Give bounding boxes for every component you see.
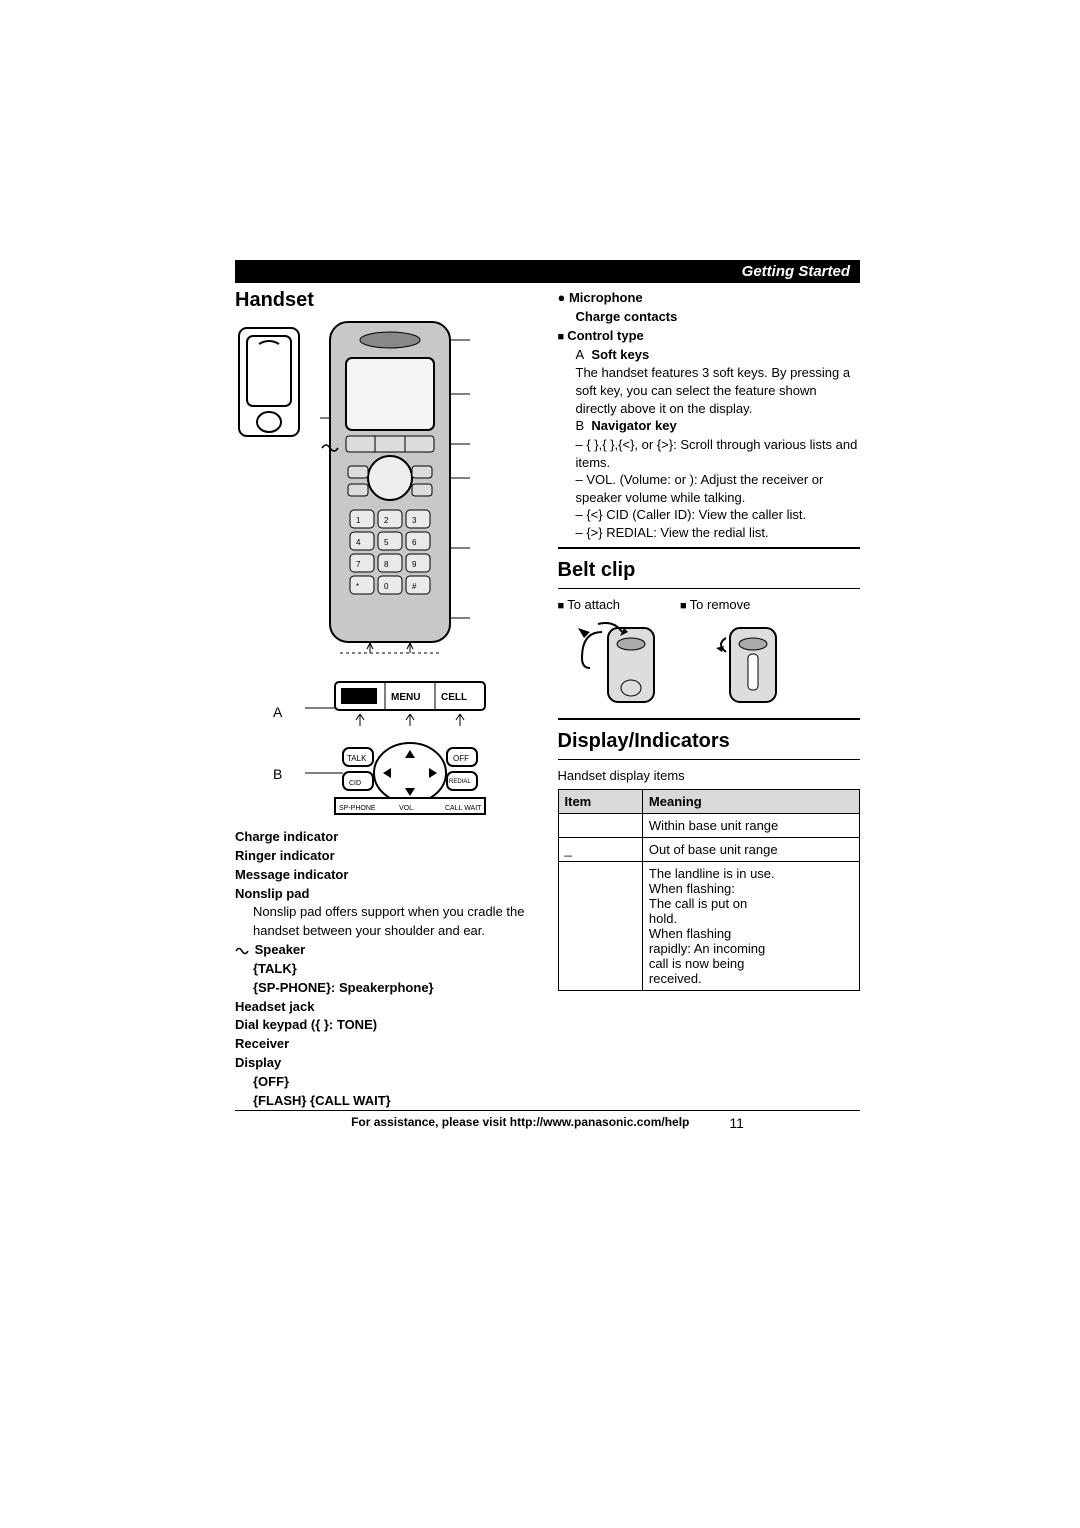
cell-item bbox=[558, 814, 642, 838]
svg-text:2: 2 bbox=[384, 516, 389, 525]
label-a: A bbox=[273, 704, 282, 720]
svg-text:5: 5 bbox=[384, 538, 389, 547]
item-speaker: Speaker bbox=[235, 941, 538, 960]
cell-item: _ bbox=[558, 838, 642, 862]
toremove-label: To remove bbox=[680, 597, 750, 612]
item-ringer: Ringer indicator bbox=[235, 847, 538, 866]
item-nonslip-desc: Nonslip pad offers support when you crad… bbox=[235, 903, 538, 941]
item-navkey: B Navigator key bbox=[558, 417, 861, 436]
svg-text:REDIAL: REDIAL bbox=[449, 779, 471, 785]
item-chargecontacts: Charge contacts bbox=[558, 308, 861, 327]
nav-scroll: { },{ },{<}, or {>}: Scroll through vari… bbox=[558, 436, 861, 471]
svg-text:0: 0 bbox=[384, 582, 389, 591]
item-flash: {FLASH} {CALL WAIT} bbox=[235, 1092, 538, 1111]
beltclip-figure bbox=[558, 618, 861, 708]
cell-item bbox=[558, 862, 642, 991]
nav-vol: VOL. (Volume: or ): Adjust the receiver … bbox=[558, 471, 861, 506]
svg-text:4: 4 bbox=[356, 538, 361, 547]
item-off: {OFF} bbox=[235, 1073, 538, 1092]
cell-meaning: Out of base unit range bbox=[642, 838, 859, 862]
beltclip-attach-icon bbox=[558, 618, 678, 708]
item-nonslip: Nonslip pad bbox=[235, 885, 538, 904]
svg-text:#: # bbox=[412, 582, 417, 591]
label-b: B bbox=[273, 766, 282, 782]
item-talk: {TALK} bbox=[235, 960, 538, 979]
nav-cid: {<} CID (Caller ID): View the caller lis… bbox=[558, 506, 861, 524]
item-display: Display bbox=[235, 1054, 538, 1073]
th-meaning: Meaning bbox=[642, 790, 859, 814]
page-footer: For assistance, please visit http://www.… bbox=[235, 1110, 860, 1131]
footer-text: For assistance, please visit http://www.… bbox=[351, 1115, 689, 1131]
item-dialkeypad: Dial keypad ({ }: TONE) bbox=[235, 1016, 538, 1035]
handset-title: Handset bbox=[235, 289, 538, 312]
speaker-wave-icon bbox=[235, 946, 251, 956]
handset-detail-icon: MENU CELL TALK OFF bbox=[305, 678, 505, 818]
svg-text:CID: CID bbox=[349, 780, 361, 787]
item-spphone: {SP-PHONE}: Speakerphone} bbox=[235, 979, 538, 998]
hdi-label: Handset display items bbox=[558, 768, 861, 783]
beltclip-title: Belt clip bbox=[558, 559, 861, 582]
svg-text:3: 3 bbox=[412, 516, 417, 525]
item-receiver: Receiver bbox=[235, 1035, 538, 1054]
item-controltype: Control type bbox=[558, 327, 861, 346]
handset-icon: 1 2 3 4 5 6 7 8 9 * 0 # bbox=[320, 318, 470, 658]
item-mic: Microphone bbox=[558, 289, 861, 308]
svg-text:6: 6 bbox=[412, 538, 417, 547]
item-message: Message indicator bbox=[235, 866, 538, 885]
table-row: Within base unit range bbox=[558, 814, 860, 838]
nav-redial: {>} REDIAL: View the redial list. bbox=[558, 524, 861, 542]
table-row: _ Out of base unit range bbox=[558, 838, 860, 862]
handset-figure: 1 2 3 4 5 6 7 8 9 * 0 # bbox=[235, 318, 538, 828]
display-items-table: Item Meaning Within base unit range _ Ou… bbox=[558, 789, 861, 991]
table-row: The landline is in use. When flashing: T… bbox=[558, 862, 860, 991]
svg-text:CALL WAIT: CALL WAIT bbox=[445, 805, 482, 812]
svg-text:CELL: CELL bbox=[441, 692, 467, 703]
svg-text:*: * bbox=[356, 582, 359, 591]
svg-text:SP-PHONE: SP-PHONE bbox=[339, 805, 376, 812]
charger-icon bbox=[235, 326, 305, 441]
handset-items: Charge indicator Ringer indicator Messag… bbox=[235, 828, 538, 1111]
beltclip-remove-icon bbox=[708, 618, 798, 708]
item-headset: Headset jack bbox=[235, 998, 538, 1017]
item-charge: Charge indicator bbox=[235, 828, 538, 847]
item-speaker-label: Speaker bbox=[255, 942, 306, 957]
section-header: Getting Started bbox=[235, 260, 860, 283]
svg-text:9: 9 bbox=[412, 560, 417, 569]
svg-text:7: 7 bbox=[356, 560, 361, 569]
cell-meaning: The landline is in use. When flashing: T… bbox=[642, 862, 859, 991]
svg-text:VOL.: VOL. bbox=[399, 805, 415, 812]
item-softkeys: A Soft keys bbox=[558, 346, 861, 365]
svg-text:TALK: TALK bbox=[347, 754, 367, 763]
svg-text:MENU: MENU bbox=[391, 692, 420, 703]
th-item: Item bbox=[558, 790, 642, 814]
display-indicators-title: Display/Indicators bbox=[558, 730, 861, 753]
svg-text:OFF: OFF bbox=[453, 754, 469, 763]
svg-text:8: 8 bbox=[384, 560, 389, 569]
svg-text:1: 1 bbox=[356, 516, 361, 525]
page-number: 11 bbox=[729, 1115, 744, 1131]
cell-meaning: Within base unit range bbox=[642, 814, 859, 838]
softkeys-desc: The handset features 3 soft keys. By pre… bbox=[558, 364, 861, 417]
toattach-label: To attach bbox=[558, 597, 620, 612]
